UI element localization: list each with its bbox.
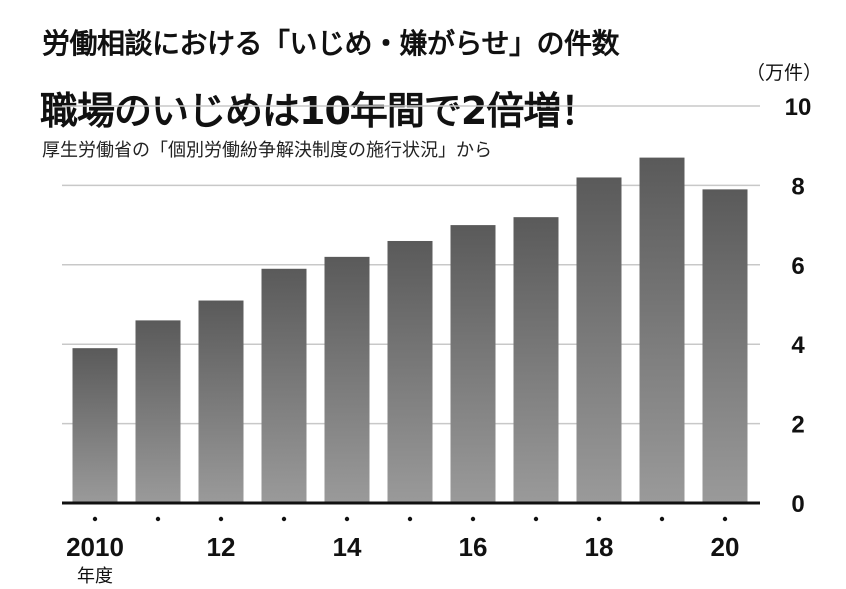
bar-19 bbox=[639, 157, 685, 504]
x-tick-dot bbox=[92, 516, 98, 522]
bar-14 bbox=[324, 256, 370, 503]
x-tick-dot bbox=[155, 516, 161, 522]
y-axis-unit: （万件） bbox=[745, 62, 822, 84]
x-tick-label: 14 bbox=[333, 532, 362, 562]
x-tick-label: 16 bbox=[459, 532, 488, 562]
x-tick-dot bbox=[344, 516, 350, 522]
bar-11 bbox=[135, 320, 181, 503]
chart-title: 労働相談における「いじめ・嫌がらせ」の件数 bbox=[42, 27, 619, 60]
x-tick-dot bbox=[722, 516, 728, 522]
x-tick-label: 12 bbox=[207, 532, 236, 562]
chart-source: 厚生労働省の「個別労働紛争解決制度の施行状況」から bbox=[42, 140, 492, 161]
bar-16 bbox=[450, 225, 496, 503]
bar-17 bbox=[513, 217, 559, 503]
x-tick-label: 2010 bbox=[66, 532, 124, 562]
x-tick-dot bbox=[596, 516, 602, 522]
y-tick-label: 10 bbox=[785, 94, 812, 121]
y-tick-label: 4 bbox=[791, 332, 805, 359]
bar-13 bbox=[261, 268, 307, 503]
y-tick-label: 8 bbox=[791, 173, 804, 200]
y-tick-label: 0 bbox=[791, 491, 804, 518]
bar-12 bbox=[198, 300, 244, 503]
bar-20 bbox=[702, 189, 748, 503]
y-tick-label: 6 bbox=[791, 253, 804, 280]
x-tick-dot bbox=[533, 516, 539, 522]
y-tick-label: 2 bbox=[791, 412, 804, 439]
x-tick-dot bbox=[659, 516, 665, 522]
x-axis-suffix: 年度 bbox=[77, 566, 113, 587]
chart-subtitle: 職場のいじめは10年間で2倍増！ bbox=[40, 89, 598, 133]
x-tick-dot bbox=[281, 516, 287, 522]
x-tick-dot bbox=[218, 516, 224, 522]
x-tick-label: 18 bbox=[585, 532, 614, 562]
x-tick-dot bbox=[470, 516, 476, 522]
bar-2010 bbox=[72, 348, 118, 503]
bar-15 bbox=[387, 240, 433, 504]
x-axis-ticks: 2010 12 14 16 18 20 年度 bbox=[66, 516, 740, 587]
x-tick-label: 20 bbox=[711, 532, 740, 562]
y-axis-ticks: 0 2 4 6 8 10 bbox=[785, 94, 812, 518]
bars bbox=[72, 157, 748, 504]
x-tick-dot bbox=[407, 516, 413, 522]
bar-18 bbox=[576, 177, 622, 503]
